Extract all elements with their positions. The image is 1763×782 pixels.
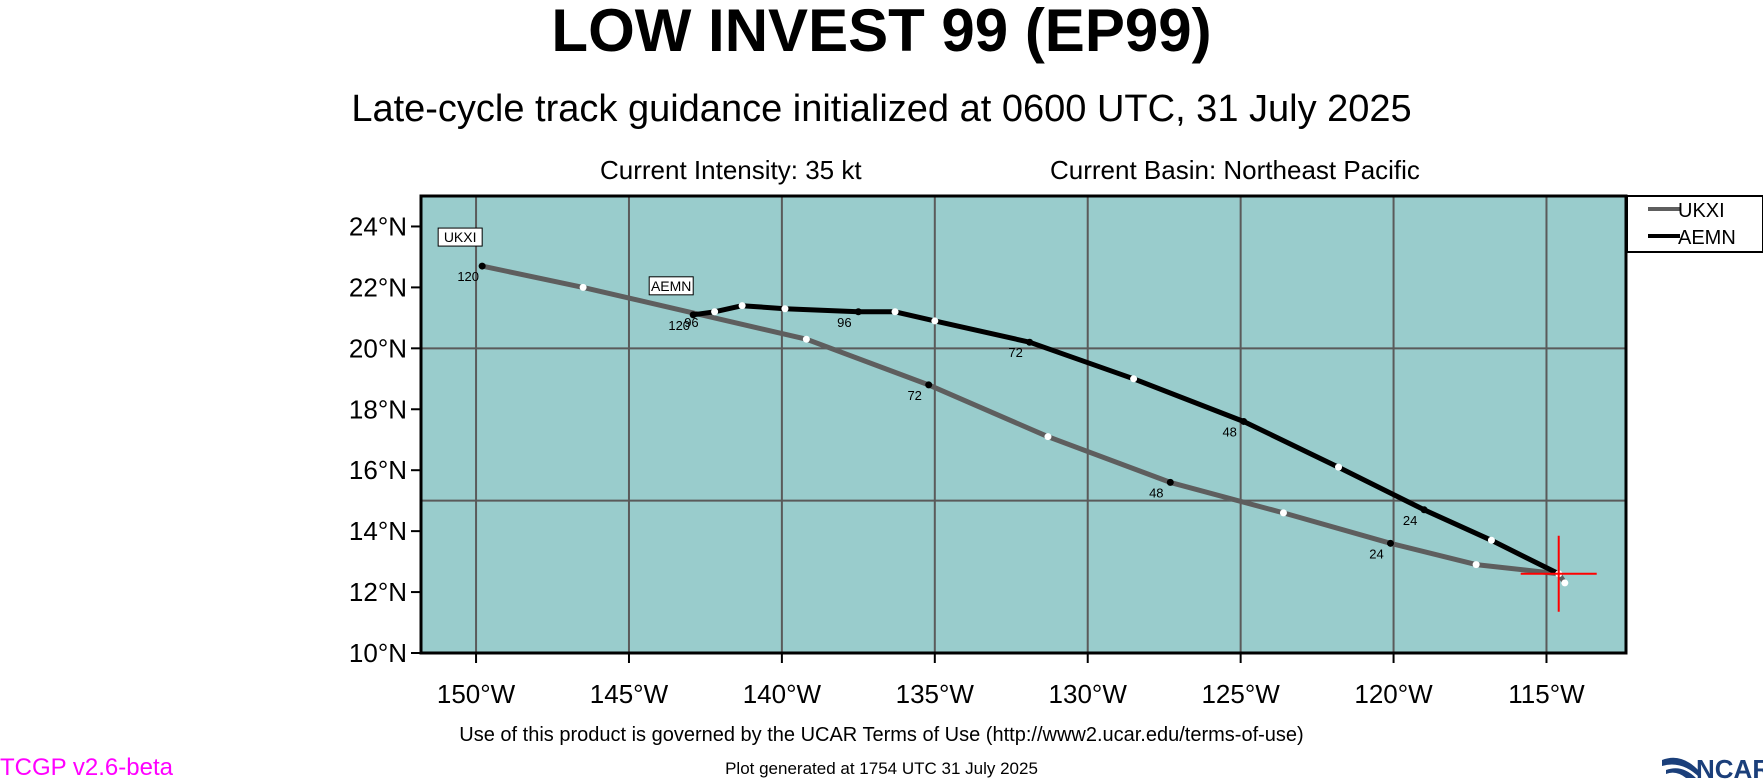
y-tick-label: 14°N bbox=[349, 516, 407, 546]
y-tick-label: 20°N bbox=[349, 333, 407, 363]
track-point-aemn bbox=[689, 311, 697, 319]
forecast-hour-label-ukxi: 96 bbox=[684, 315, 698, 330]
chart-title: LOW INVEST 99 (EP99) bbox=[551, 0, 1212, 64]
axis-ticks: 150°W 145°W 140°W 135°W 130°W 125°W 120°W 115°W… bbox=[349, 211, 1585, 709]
track-point-aemn bbox=[1130, 375, 1138, 383]
track-point-ukxi bbox=[1387, 539, 1395, 547]
track-point-aemn bbox=[854, 308, 862, 316]
x-tick-label: 150°W bbox=[437, 679, 516, 709]
forecast-hour-label-aemn: 120 bbox=[668, 318, 690, 333]
track-point-ukxi bbox=[1472, 561, 1480, 569]
track-line-aemn bbox=[690, 303, 1562, 577]
track-point-ukxi bbox=[802, 335, 810, 343]
forecast-hour-label-ukxi: 24 bbox=[1369, 546, 1383, 561]
forecast-hour-label-aemn: 72 bbox=[1008, 345, 1022, 360]
track-point-aemn bbox=[1026, 338, 1034, 346]
track-point-aemn bbox=[931, 317, 939, 325]
current-intensity: Current Intensity: 35 kt bbox=[600, 155, 862, 185]
forecast-hour-label-ukxi: 72 bbox=[907, 388, 921, 403]
y-tick-label: 24°N bbox=[349, 211, 407, 241]
track-point-aemn bbox=[891, 308, 899, 316]
x-tick-label: 115°W bbox=[1508, 679, 1585, 709]
x-tick-label: 135°W bbox=[896, 679, 975, 709]
x-tick-label: 120°W bbox=[1354, 679, 1433, 709]
terms-of-use: Use of this product is governed by the U… bbox=[459, 724, 1304, 746]
legend-label-aemn: AEMN bbox=[1678, 227, 1736, 249]
forecast-hour-label-aemn: 24 bbox=[1403, 513, 1417, 528]
track-point-aemn bbox=[1240, 417, 1248, 425]
track-point-ukxi bbox=[579, 283, 587, 291]
y-tick-label: 22°N bbox=[349, 272, 407, 302]
model-tag-box-aemn bbox=[648, 276, 694, 296]
forecast-hour-label-aemn: 48 bbox=[1222, 424, 1236, 439]
track-point-aemn bbox=[711, 308, 719, 316]
model-tracks bbox=[478, 262, 1569, 587]
y-tick-label: 12°N bbox=[349, 577, 407, 607]
track-point-aemn bbox=[781, 305, 789, 313]
y-tick-label: 16°N bbox=[349, 455, 407, 485]
model-tag-aemn: AEMN bbox=[651, 278, 691, 294]
legend-box bbox=[1626, 195, 1763, 253]
track-point-ukxi bbox=[478, 262, 486, 270]
legend: UKXI AEMN bbox=[1626, 195, 1763, 253]
track-point-aemn bbox=[1335, 463, 1343, 471]
x-tick-label: 140°W bbox=[743, 679, 822, 709]
model-tag-box-ukxi bbox=[437, 227, 483, 247]
current-position-marker bbox=[1520, 535, 1597, 612]
current-basin: Current Basin: Northeast Pacific bbox=[1050, 155, 1420, 185]
y-tick-label: 10°N bbox=[349, 638, 407, 668]
plot-generated-time: Plot generated at 1754 UTC 31 July 2025 bbox=[725, 759, 1038, 778]
track-point-ukxi bbox=[1561, 579, 1569, 587]
x-tick-label: 125°W bbox=[1201, 679, 1280, 709]
forecast-hour-label-ukxi: 120 bbox=[457, 269, 479, 284]
x-tick-label: 145°W bbox=[590, 679, 669, 709]
y-tick-label: 18°N bbox=[349, 394, 407, 424]
track-point-aemn bbox=[1487, 536, 1495, 544]
track-point-ukxi bbox=[1044, 433, 1052, 441]
forecast-hour-label-ukxi: 48 bbox=[1149, 485, 1163, 500]
chart-subtitle: Late-cycle track guidance initialized at… bbox=[351, 88, 1412, 130]
version-label: TCGP v2.6-beta bbox=[0, 754, 173, 781]
track-point-aemn bbox=[1420, 506, 1428, 514]
x-tick-label: 130°W bbox=[1049, 679, 1128, 709]
track-point-ukxi bbox=[925, 381, 933, 389]
track-point-ukxi bbox=[1166, 478, 1174, 486]
forecast-hour-label-aemn: 96 bbox=[837, 315, 851, 330]
track-point-aemn bbox=[738, 302, 746, 310]
legend-label-ukxi: UKXI bbox=[1678, 200, 1725, 222]
ncar-logo-text: NCAR bbox=[1696, 754, 1763, 780]
track-point-ukxi bbox=[1279, 509, 1287, 517]
plot-frame bbox=[419, 194, 1628, 655]
model-tag-ukxi: UKXI bbox=[444, 229, 477, 245]
grid-lines bbox=[421, 196, 1626, 653]
ncar-logo: NCAR bbox=[1662, 754, 1763, 780]
